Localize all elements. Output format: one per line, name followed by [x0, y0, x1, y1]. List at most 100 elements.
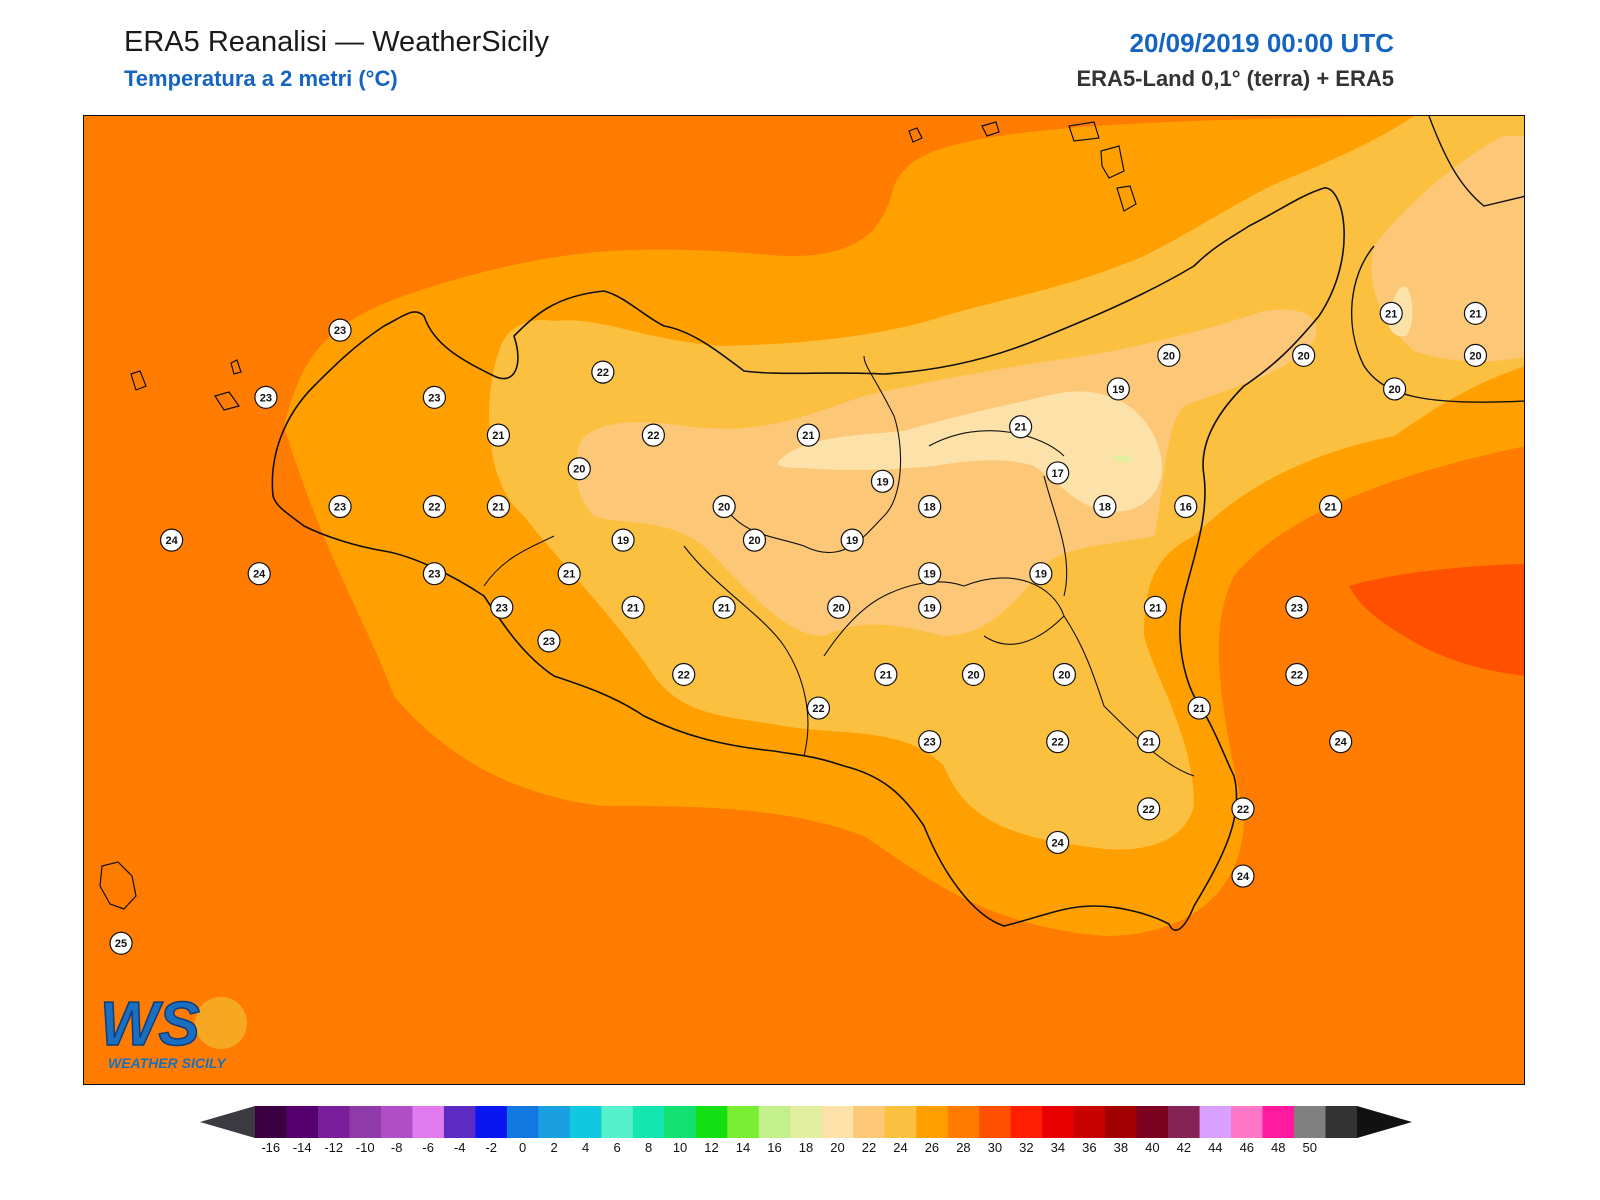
station-temperature: 21: [492, 502, 504, 514]
station-temperature: 23: [924, 737, 936, 749]
colorbar-tick-label: 30: [988, 1140, 1002, 1155]
station-marker: [1174, 494, 1198, 519]
band-20-22: [576, 136, 1524, 636]
station-32: 21: [557, 562, 581, 586]
station-54: 22: [1137, 797, 1161, 821]
station-marker: [1046, 830, 1070, 855]
colorbar-segment: [538, 1106, 571, 1138]
station-marker: [328, 318, 352, 342]
station-marker: [1009, 415, 1033, 439]
station-temperature: 23: [1291, 602, 1303, 614]
station-7: 21: [1009, 415, 1033, 439]
station-marker: [1292, 343, 1316, 367]
station-marker: [621, 595, 645, 619]
colorbar-tick-label: 4: [582, 1140, 589, 1155]
station-50: 23: [918, 730, 942, 754]
station-temperature: 25: [115, 938, 127, 950]
colorbar-tick-label: 28: [956, 1140, 970, 1155]
station-marker: [840, 528, 864, 552]
station-temperature: 23: [428, 569, 440, 581]
station-18: 23: [328, 494, 352, 519]
station-marker: [557, 562, 581, 586]
colorbar-svg: -16 -14 -12 -10 -8 -6 -4 -2 0 2 4 6 8 10 12 14 16 18 20 22 2…: [200, 1106, 1412, 1155]
station-marker: [1285, 595, 1309, 619]
colorbar-tick-label: 46: [1240, 1140, 1254, 1155]
station-temperature: 21: [1469, 308, 1481, 320]
station-marker: [712, 494, 736, 519]
station-28: 20: [742, 528, 767, 552]
colorbar-segment: [569, 1106, 602, 1138]
colorbar-segment: [758, 1106, 791, 1138]
station-34: 19: [1029, 562, 1053, 586]
station-marker: [806, 696, 831, 720]
colorbar-tick-label: -8: [391, 1140, 403, 1155]
island-ustica: [908, 127, 923, 143]
station-marker: [870, 469, 895, 493]
station-33: 19: [918, 562, 942, 586]
station-marker: [641, 423, 665, 447]
station-temperature: 21: [718, 602, 730, 614]
colorbar-segment: [380, 1106, 413, 1138]
station-39: 19: [918, 595, 942, 619]
station-temperature: 21: [1385, 308, 1397, 320]
station-temperature: 24: [1237, 871, 1250, 883]
station-marker: [672, 662, 696, 687]
colorbar-tick-label: -6: [422, 1140, 434, 1155]
station-temperature: 22: [1052, 737, 1064, 749]
station-46: 20: [1052, 662, 1077, 687]
station-temperature: 22: [597, 367, 609, 379]
colorbar-tick-label: 2: [550, 1140, 557, 1155]
map-title: ERA5 Reanalisi — WeatherSicily: [124, 26, 549, 58]
station-marker: [1329, 730, 1353, 754]
station-temperature: 23: [260, 392, 272, 404]
station-29: 19: [840, 528, 864, 552]
island-aeolian-3: [1100, 145, 1125, 179]
colorbar-tick-label: 12: [704, 1140, 718, 1155]
island-egadi-3: [230, 359, 242, 375]
station-marker: [1143, 595, 1167, 619]
colorbar-segment: [286, 1106, 319, 1138]
station-temperature: 19: [846, 535, 858, 547]
station-temperature: 23: [334, 325, 346, 337]
station-51: 22: [1046, 730, 1070, 754]
station-marker: [486, 494, 511, 519]
colorbar-segment: [916, 1106, 949, 1138]
station-temperature: 23: [334, 502, 346, 514]
station-temperature: 21: [880, 669, 892, 681]
colorbar-segment: [727, 1106, 760, 1138]
logo-letters: WS: [100, 990, 200, 1059]
station-marker: [422, 562, 446, 586]
station-temperature: 22: [1291, 669, 1303, 681]
station-marker: [1383, 377, 1407, 401]
station-marker: [1046, 730, 1070, 754]
station-temperature: 24: [165, 535, 178, 547]
band-26-28: [1349, 564, 1524, 676]
station-37: 21: [712, 595, 736, 619]
colorbar-segment: [601, 1106, 634, 1138]
station-40: 21: [1143, 595, 1167, 619]
colorbar-tick-label: 8: [645, 1140, 652, 1155]
station-temperature: 22: [812, 703, 824, 715]
station-temperature: 21: [1015, 422, 1027, 434]
station-marker: [918, 595, 942, 619]
station-temperature: 20: [748, 535, 760, 547]
station-temperature: 19: [924, 569, 936, 581]
station-marker: [1093, 494, 1117, 519]
temperature-map[interactable]: 23 23 23 22 21 22 21 21 20 19 17 20 20 21 21 20 20 19 23 22…: [83, 115, 1525, 1085]
station-42: 23: [537, 629, 561, 653]
station-41: 23: [1285, 595, 1309, 619]
station-temperature: 23: [496, 602, 508, 614]
colorbar-tick-label: 48: [1271, 1140, 1285, 1155]
station-marker: [159, 528, 184, 552]
station-11: 20: [1157, 343, 1181, 367]
station-marker: [1231, 864, 1255, 888]
station-temperature: 20: [967, 669, 979, 681]
colorbar-segment: [947, 1106, 980, 1138]
island-aeolian-4: [1116, 185, 1137, 212]
station-marker: [918, 494, 942, 519]
station-temperature: 21: [563, 569, 575, 581]
station-temperature: 20: [718, 502, 730, 514]
station-marker: [1463, 343, 1488, 367]
station-temperature: 21: [492, 430, 504, 442]
weathersicily-logo-svg: WS WEATHER SICILY: [99, 989, 247, 1071]
